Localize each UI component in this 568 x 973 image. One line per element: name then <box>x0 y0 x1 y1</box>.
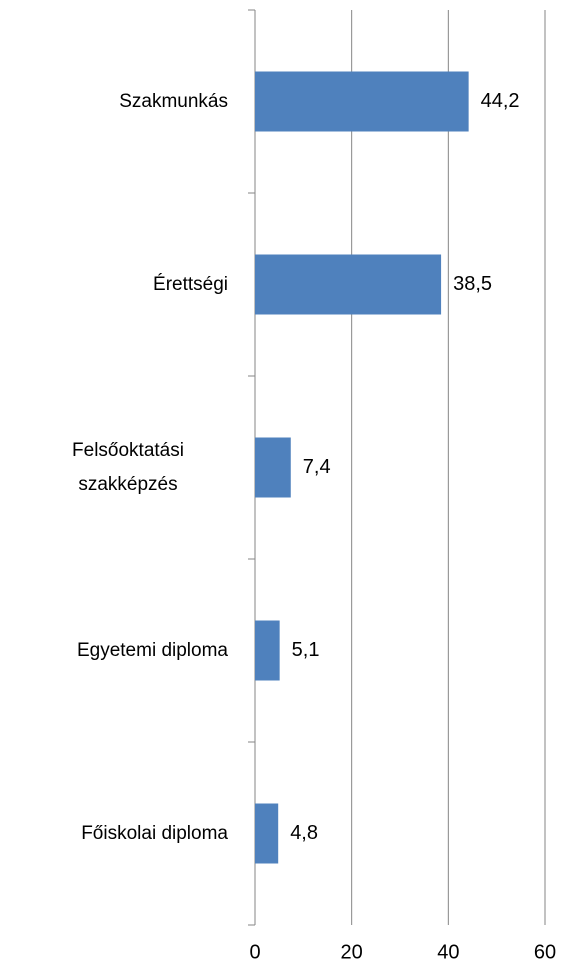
value-label: 44,2 <box>481 90 520 112</box>
bar <box>255 71 469 132</box>
bar <box>255 437 291 498</box>
x-tick-label: 20 <box>341 941 363 963</box>
value-label: 4,8 <box>290 822 318 844</box>
category-text: Főiskolai diploma <box>81 822 228 844</box>
x-tick-label: 60 <box>534 941 556 963</box>
bar <box>255 803 279 864</box>
x-tick-label: 40 <box>437 941 459 963</box>
category-text: Felsőoktatási szakképzés <box>72 439 184 495</box>
x-tick-label: 0 <box>249 941 260 963</box>
value-label: 38,5 <box>453 273 492 295</box>
category-text: Egyetemi diploma <box>76 639 228 661</box>
y-tick-label: Egyetemi diploma <box>77 634 228 668</box>
bar <box>255 620 280 681</box>
y-tick-label: Szakmunkás <box>119 85 228 119</box>
y-tick-label: Érettségi <box>153 268 228 302</box>
category-text: Szakmunkás <box>119 90 228 112</box>
category-text: Érettségi <box>153 273 228 295</box>
bar <box>255 254 442 315</box>
y-tick-label: Felsőoktatási szakképzés <box>28 434 228 502</box>
value-label: 5,1 <box>292 639 320 661</box>
y-tick-label: Főiskolai diploma <box>81 817 228 851</box>
value-label: 7,4 <box>303 456 331 478</box>
